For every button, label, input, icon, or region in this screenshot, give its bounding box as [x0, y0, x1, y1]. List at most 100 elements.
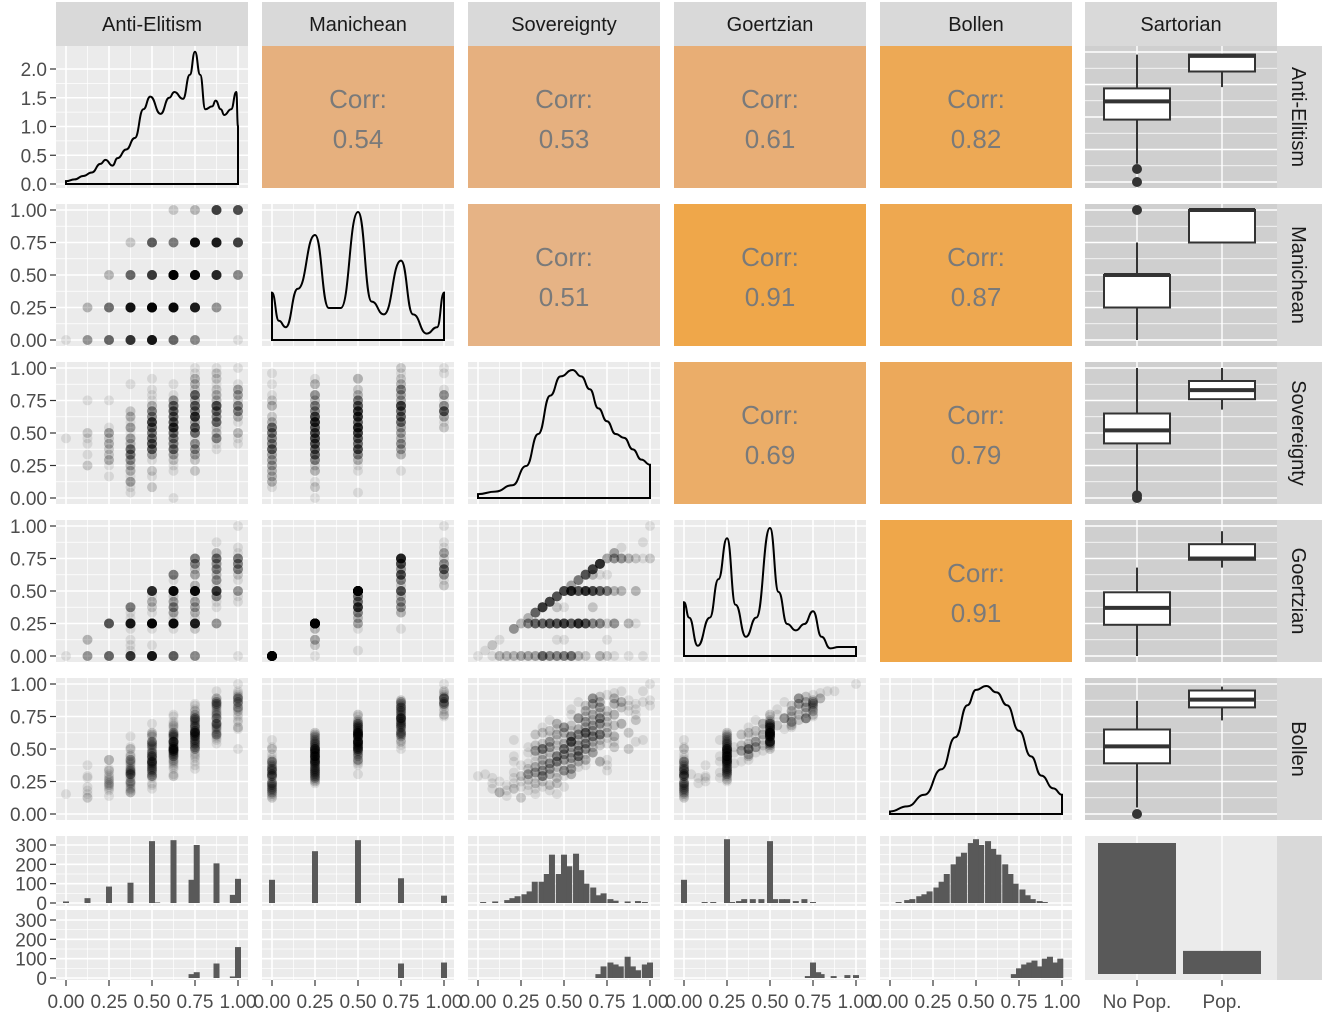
boxplot-outlier — [1132, 809, 1142, 819]
scatter-point — [190, 270, 200, 280]
scatter-point — [147, 417, 157, 428]
scatter-point — [147, 302, 157, 313]
scatter-point — [190, 302, 200, 313]
scatter-point — [190, 302, 200, 313]
scatter-point — [168, 302, 179, 313]
scatter-point — [211, 237, 222, 248]
scatter-point — [190, 406, 200, 417]
correlation-panel — [468, 204, 660, 346]
scatter-point — [168, 302, 179, 313]
scatter-point — [310, 390, 320, 401]
scatter-point — [190, 302, 200, 313]
scatter-point — [494, 787, 505, 798]
scatter-point — [211, 270, 222, 280]
correlation-label: Corr: — [947, 558, 1005, 588]
scatter-point — [147, 417, 157, 428]
scatter-point — [211, 729, 222, 740]
scatter-point — [168, 417, 179, 428]
scatter-point — [211, 427, 222, 438]
scatter-point — [147, 433, 157, 444]
scatter-point — [211, 738, 222, 749]
scatter-point — [396, 427, 406, 438]
scatter-point — [125, 335, 136, 345]
scatter-point — [147, 302, 157, 313]
scatter-point — [211, 422, 222, 433]
scatter-point — [190, 373, 200, 384]
scatter-point — [353, 455, 363, 466]
scatter-point — [190, 553, 200, 564]
scatter-point — [190, 270, 200, 280]
scatter-point — [168, 302, 179, 313]
scatter-point — [211, 713, 222, 724]
scatter-point — [190, 406, 200, 417]
scatter-point — [211, 205, 222, 215]
scatter-point — [168, 302, 179, 313]
scatter-point — [211, 417, 222, 428]
scatter-point — [190, 427, 200, 438]
scatter-point — [168, 302, 179, 313]
scatter-point — [104, 754, 114, 765]
correlation-label: Corr: — [947, 400, 1005, 430]
scatter-point — [353, 586, 363, 596]
row-label: Manichean — [1287, 226, 1309, 324]
scatter-point — [594, 707, 605, 718]
scatter-point — [211, 205, 222, 215]
scatter-point — [125, 767, 136, 778]
scatter-point — [190, 763, 200, 774]
scatter-point — [190, 237, 200, 248]
histogram-bar — [170, 840, 177, 903]
scatter-point — [190, 302, 200, 313]
scatter-point — [190, 373, 200, 384]
scatter-point — [645, 553, 655, 564]
scatter-point — [168, 270, 179, 280]
correlation-value: 0.54 — [333, 124, 384, 154]
column-label: Bollen — [948, 14, 1004, 36]
scatter-point — [168, 237, 179, 248]
scatter-point — [233, 205, 243, 215]
scatter-point — [544, 715, 555, 726]
scatter-point — [104, 335, 114, 345]
scatter-point — [147, 302, 157, 313]
scatter-point — [793, 693, 804, 704]
scatter-point — [211, 237, 222, 248]
scatter-point — [125, 422, 136, 433]
scatter-point — [168, 460, 179, 471]
scatter-point — [82, 792, 93, 803]
scatter-point — [104, 335, 114, 345]
row-strip — [1277, 362, 1322, 504]
scatter-point — [168, 270, 179, 280]
scatter-point — [233, 384, 243, 395]
scatter-point — [211, 237, 222, 248]
scatter-point — [125, 444, 136, 455]
column-label: Goertzian — [727, 14, 814, 36]
scatter-point — [104, 335, 114, 345]
scatter-point — [211, 205, 222, 215]
scatter-point — [168, 422, 179, 433]
scatter-point — [609, 618, 620, 629]
scatter-point — [147, 444, 157, 455]
scatter-point — [168, 406, 179, 417]
scatter-point — [125, 422, 136, 433]
scatter-point — [190, 400, 200, 411]
scatter-point — [125, 302, 136, 313]
scatter-point — [168, 270, 179, 280]
scatter-point — [168, 747, 179, 758]
scatter-point — [104, 302, 114, 313]
scatter-point — [190, 400, 200, 411]
scatter-point — [190, 237, 200, 248]
scatter-point — [125, 651, 136, 661]
scatter-point — [125, 335, 136, 345]
scatter-point — [851, 679, 861, 689]
scatter-point — [765, 709, 775, 720]
scatter-point — [190, 411, 200, 422]
scatter-point — [168, 270, 179, 280]
scatter-point — [168, 411, 179, 422]
scatter-point — [190, 302, 200, 313]
scatter-point — [190, 237, 200, 248]
scatter-point — [211, 553, 222, 564]
correlation-value: 0.82 — [951, 124, 1002, 154]
scatter-point — [125, 302, 136, 313]
scatter-point — [82, 433, 93, 444]
scatter-point — [168, 390, 179, 401]
scatter-point — [147, 422, 157, 433]
